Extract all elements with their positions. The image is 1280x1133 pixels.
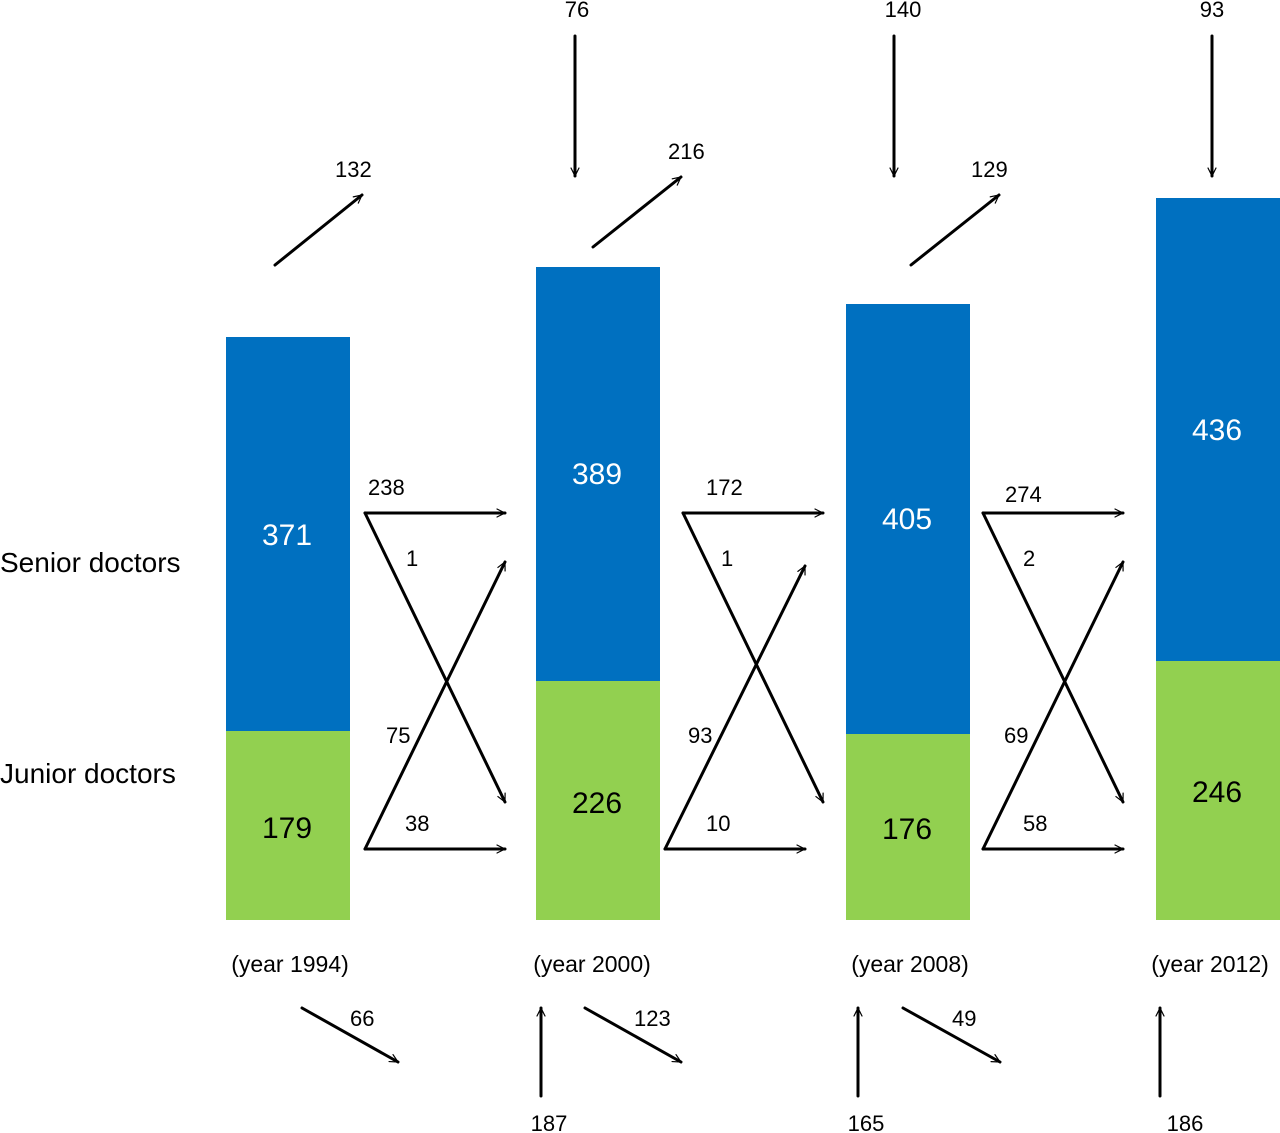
senior-exit-value-1: 132 — [335, 157, 372, 182]
year-label-2008: (year 2008) — [851, 951, 969, 977]
senior-to-junior-arrow-2 — [681, 511, 825, 804]
junior-count-1994: 179 — [262, 812, 312, 845]
junior-exit-arrow-2 — [583, 1006, 683, 1064]
junior-to-senior-value-1: 75 — [386, 723, 410, 748]
junior-bar-2012 — [1156, 661, 1280, 920]
senior-entry-value-2000: 76 — [565, 0, 589, 22]
senior-to-junior-value-3: 2 — [1023, 546, 1035, 571]
junior-exit-value-2: 123 — [634, 1006, 671, 1031]
year-label-2000: (year 2000) — [533, 951, 651, 977]
junior-entry-value-2008: 165 — [848, 1111, 885, 1133]
senior-to-junior-arrow-3 — [981, 511, 1125, 804]
junior-count-2008: 176 — [882, 813, 932, 846]
senior-to-junior-arrow-1 — [363, 511, 507, 804]
senior-stay-value-3: 274 — [1005, 482, 1042, 507]
junior-entry-value-2012: 186 — [1167, 1111, 1204, 1133]
senior-exit-arrow-3 — [909, 193, 1001, 267]
senior-bar-2012 — [1156, 198, 1280, 661]
senior-exit-arrow-2 — [591, 175, 683, 249]
junior-entry-value-2000: 187 — [531, 1111, 568, 1133]
senior-bar-2008 — [846, 304, 970, 734]
senior-entry-value-2008: 140 — [885, 0, 922, 22]
junior-to-senior-value-3: 69 — [1004, 723, 1028, 748]
senior-to-junior-value-1: 1 — [406, 546, 418, 571]
junior-exit-arrow-3 — [901, 1006, 1002, 1064]
senior-count-2008: 405 — [882, 503, 932, 536]
junior-to-senior-value-2: 93 — [688, 723, 712, 748]
junior-to-senior-arrow-2 — [663, 564, 807, 851]
senior-stay-value-2: 172 — [706, 475, 743, 500]
junior-stay-value-3: 58 — [1023, 811, 1047, 836]
senior-row-label: Senior doctors — [0, 547, 181, 578]
year-label-2012: (year 2012) — [1151, 951, 1269, 977]
senior-to-junior-value-2: 1 — [721, 546, 733, 571]
junior-to-senior-arrow-1 — [363, 560, 507, 851]
senior-exit-value-3: 129 — [971, 157, 1008, 182]
senior-count-2000: 389 — [572, 458, 622, 491]
junior-row-label: Junior doctors — [0, 758, 176, 789]
junior-exit-arrow-1 — [300, 1006, 400, 1064]
year-label-1994: (year 1994) — [231, 951, 349, 977]
junior-bar-1994 — [226, 731, 350, 920]
junior-exit-value-1: 66 — [350, 1006, 374, 1031]
junior-to-senior-arrow-3 — [981, 560, 1125, 851]
senior-exit-arrow-1 — [273, 193, 364, 267]
junior-exit-value-3: 49 — [952, 1006, 976, 1031]
senior-bar-1994 — [226, 337, 350, 731]
junior-bar-2008 — [846, 734, 970, 920]
junior-count-2012: 246 — [1192, 776, 1242, 809]
senior-stay-value-1: 238 — [368, 475, 405, 500]
senior-exit-value-2: 216 — [668, 139, 705, 164]
junior-stay-value-1: 38 — [405, 811, 429, 836]
senior-entry-value-2012: 93 — [1200, 0, 1224, 22]
junior-stay-value-2: 10 — [706, 811, 730, 836]
junior-bar-2000 — [536, 681, 660, 920]
senior-bar-2000 — [536, 267, 660, 681]
junior-count-2000: 226 — [572, 787, 622, 820]
senior-count-2012: 436 — [1192, 414, 1242, 447]
senior-count-1994: 371 — [262, 519, 312, 552]
